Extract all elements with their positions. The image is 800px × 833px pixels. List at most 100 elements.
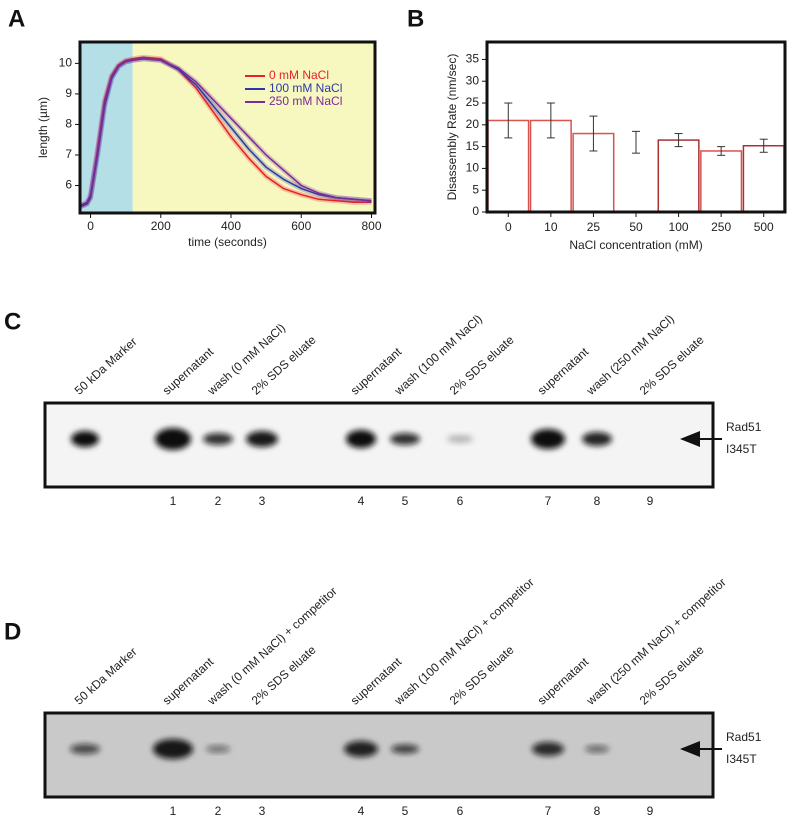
shaded-region <box>132 42 375 213</box>
bar <box>742 144 785 213</box>
lane-number: 9 <box>647 494 654 508</box>
lane-number: 4 <box>358 494 365 508</box>
panel-letter: C <box>4 308 21 335</box>
x-tick-label: 250 <box>711 220 731 234</box>
x-tick-label: 400 <box>221 219 241 233</box>
y-tick-label: 8 <box>65 117 72 131</box>
x-tick-label: 0 <box>505 220 512 234</box>
shaded-region <box>80 42 133 213</box>
plot-frame <box>78 40 377 215</box>
y-tick-label: 9 <box>65 86 72 100</box>
gel-band <box>532 742 564 756</box>
x-axis-label: time (seconds) <box>188 235 267 249</box>
error-bar <box>589 115 598 152</box>
gel-band <box>531 429 565 449</box>
target-label: I345T <box>726 752 757 766</box>
lane-number: 2 <box>215 494 222 508</box>
gel-frame <box>43 711 715 799</box>
x-tick-label: 50 <box>629 220 643 234</box>
x-tick-label: 500 <box>754 220 774 234</box>
gel-band <box>447 435 473 443</box>
lane-number: 8 <box>594 494 601 508</box>
lane-number: 5 <box>402 804 409 818</box>
target-label: Rad51 <box>726 730 762 744</box>
target-label: Rad51 <box>726 420 762 434</box>
x-tick-label: 0 <box>87 219 94 233</box>
target-label: I345T <box>726 442 757 456</box>
y-tick-label: 15 <box>466 139 480 153</box>
lane-number: 3 <box>259 494 266 508</box>
error-bar <box>717 146 726 156</box>
y-axis-label: Disassembly Rate (nm/sec) <box>445 54 459 201</box>
y-axis-label: length (µm) <box>36 97 50 158</box>
series-line <box>79 58 372 207</box>
panel-letter: A <box>8 5 25 32</box>
gel-band <box>203 433 233 445</box>
y-tick-label: 20 <box>466 117 480 131</box>
x-tick-label: 10 <box>544 220 558 234</box>
y-tick-label: 6 <box>65 178 72 192</box>
lane-number: 9 <box>647 804 654 818</box>
gel-band <box>71 431 99 447</box>
gel-band <box>246 431 278 447</box>
lane-number: 6 <box>457 804 464 818</box>
lane-number: 3 <box>259 804 266 818</box>
legend-label: 100 mM NaCl <box>269 81 342 95</box>
error-bar <box>504 102 513 139</box>
x-axis-label: NaCl concentration (mM) <box>569 238 702 252</box>
x-tick-label: 800 <box>361 219 381 233</box>
gel-band <box>155 428 191 450</box>
y-tick-label: 10 <box>466 161 480 175</box>
x-tick-label: 25 <box>587 220 601 234</box>
y-tick-label: 35 <box>466 52 480 66</box>
gel-band <box>344 741 378 757</box>
y-tick-label: 5 <box>472 182 479 196</box>
gel-band <box>391 744 419 754</box>
bar <box>657 139 700 213</box>
lane-label: 50 kDa Marker <box>72 335 140 398</box>
gel-band <box>206 745 230 753</box>
gel-band <box>70 744 100 754</box>
gel-band <box>582 432 612 446</box>
y-tick-label: 0 <box>472 204 479 218</box>
x-tick-label: 600 <box>291 219 311 233</box>
plot-frame <box>485 40 787 214</box>
bar <box>700 150 743 213</box>
error-bar <box>759 138 768 153</box>
lane-label: 50 kDa Marker <box>72 645 140 708</box>
error-bar <box>674 133 683 148</box>
lane-number: 7 <box>545 494 552 508</box>
y-tick-label: 30 <box>466 73 480 87</box>
y-tick-label: 25 <box>466 95 480 109</box>
lane-number: 8 <box>594 804 601 818</box>
legend-label: 0 mM NaCl <box>269 68 329 82</box>
lane-label: wash (100 mM NaCl) <box>391 312 485 398</box>
gel-band <box>585 745 609 753</box>
gel-background <box>45 713 713 797</box>
legend-label: 250 mM NaCl <box>269 94 342 108</box>
lane-number: 4 <box>358 804 365 818</box>
lane-label: wash (0 mM NaCl) <box>204 321 288 399</box>
gel-background <box>45 403 713 487</box>
lane-label: supernatant <box>535 344 592 397</box>
lane-number: 6 <box>457 494 464 508</box>
y-tick-label: 7 <box>65 147 72 161</box>
lane-label: wash (250 mM NaCl) <box>583 312 677 398</box>
y-tick-label: 10 <box>59 56 73 70</box>
gel-band <box>390 433 420 445</box>
panel-letter: B <box>407 5 424 32</box>
lane-label: supernatant <box>535 654 592 707</box>
gel-frame <box>43 401 715 489</box>
x-tick-label: 100 <box>669 220 689 234</box>
lane-number: 1 <box>170 804 177 818</box>
panel-letter: D <box>4 618 21 645</box>
bar <box>614 141 658 213</box>
lane-number: 2 <box>215 804 222 818</box>
x-tick-label: 200 <box>151 219 171 233</box>
lane-number: 5 <box>402 494 409 508</box>
gel-band <box>153 739 193 759</box>
lane-number: 7 <box>545 804 552 818</box>
gel-band <box>346 430 376 448</box>
error-bar <box>546 102 555 139</box>
